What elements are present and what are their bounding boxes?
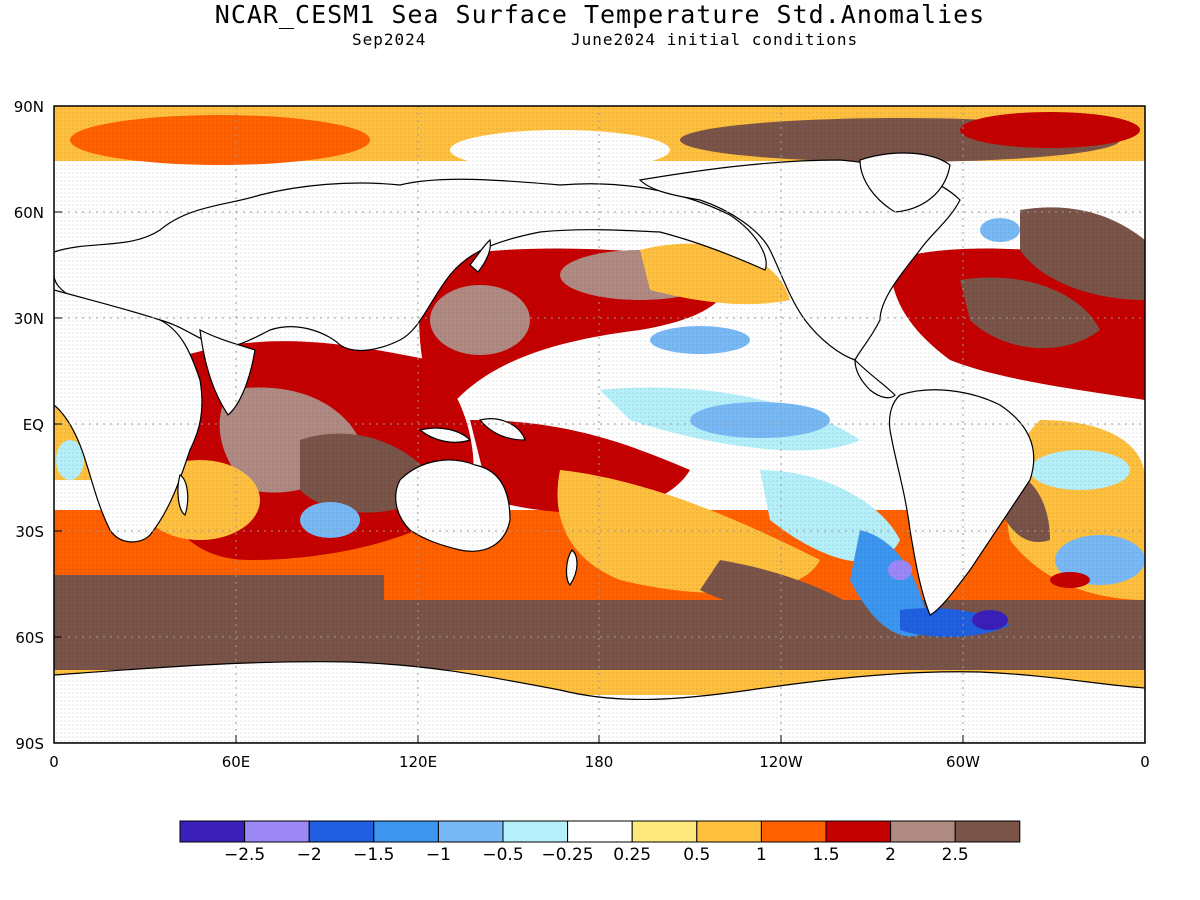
legend-label: −0.25 [542, 845, 594, 865]
lat-label-30n: 30N [14, 310, 44, 328]
longitude-labels: 0 60E 120E 180 120W 60W 0 [49, 753, 1150, 771]
legend-label: 1 [756, 845, 767, 865]
lat-label-90n: 90N [14, 98, 44, 116]
legend-label: 0.5 [683, 845, 710, 865]
legend-swatch [373, 820, 439, 843]
color-legend: −2.5 −2 −1.5 −1 −0.5 −0.25 0.25 0.5 1 1.5 2 2.5 [179, 820, 1021, 865]
legend-swatch [760, 820, 827, 843]
legend-swatch [567, 820, 633, 843]
legend-label: −1 [426, 845, 451, 865]
legend-swatch [890, 820, 956, 843]
legend-swatch [696, 820, 762, 843]
valid-month-label: Sep2024 [352, 30, 427, 49]
legend-label: −2 [297, 845, 322, 865]
lat-label-60n: 60N [14, 204, 44, 222]
legend-swatch [308, 820, 375, 843]
lat-label-eq: EQ [23, 416, 44, 434]
lon-label-0-east: 0 [1140, 753, 1150, 771]
legend-swatch [244, 820, 310, 843]
legend-label: 1.5 [812, 845, 839, 865]
latitude-labels: 90N 60N 30N EQ 30S 60S 90S [14, 98, 44, 753]
legend-swatch [437, 820, 504, 843]
chart-title: NCAR_CESM1 Sea Surface Temperature Std.A… [214, 0, 986, 29]
legend-swatch [179, 820, 246, 843]
legend-swatch [631, 820, 698, 843]
axis-ticks [53, 105, 1146, 744]
lon-label-180: 180 [585, 753, 614, 771]
legend-label: −1.5 [353, 845, 394, 865]
lat-label-60s: 60S [15, 629, 44, 647]
lat-label-90s: 90S [15, 735, 44, 753]
map-gridlines [54, 106, 1145, 743]
init-conditions-label: June2024 initial conditions [571, 30, 859, 49]
legend-label: −2.5 [224, 845, 265, 865]
legend-label: 2.5 [942, 845, 969, 865]
legend-swatch [825, 820, 892, 843]
lon-label-120w: 120W [759, 753, 803, 771]
lon-label-120e: 120E [399, 753, 437, 771]
legend-swatch [954, 820, 1021, 843]
lat-label-30s: 30S [15, 523, 44, 541]
legend-label: 2 [885, 845, 896, 865]
sst-anomaly-field [54, 106, 1145, 743]
legend-label: 0.25 [613, 845, 651, 865]
lon-label-60e: 60E [222, 753, 251, 771]
lon-label-0-west: 0 [49, 753, 59, 771]
legend-label: −0.5 [482, 845, 523, 865]
lon-label-60w: 60W [946, 753, 980, 771]
legend-swatch [502, 820, 569, 843]
